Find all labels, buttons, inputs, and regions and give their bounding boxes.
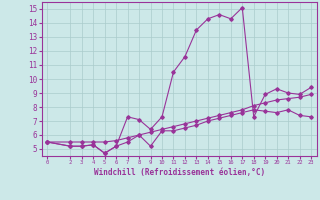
X-axis label: Windchill (Refroidissement éolien,°C): Windchill (Refroidissement éolien,°C) (94, 168, 265, 177)
